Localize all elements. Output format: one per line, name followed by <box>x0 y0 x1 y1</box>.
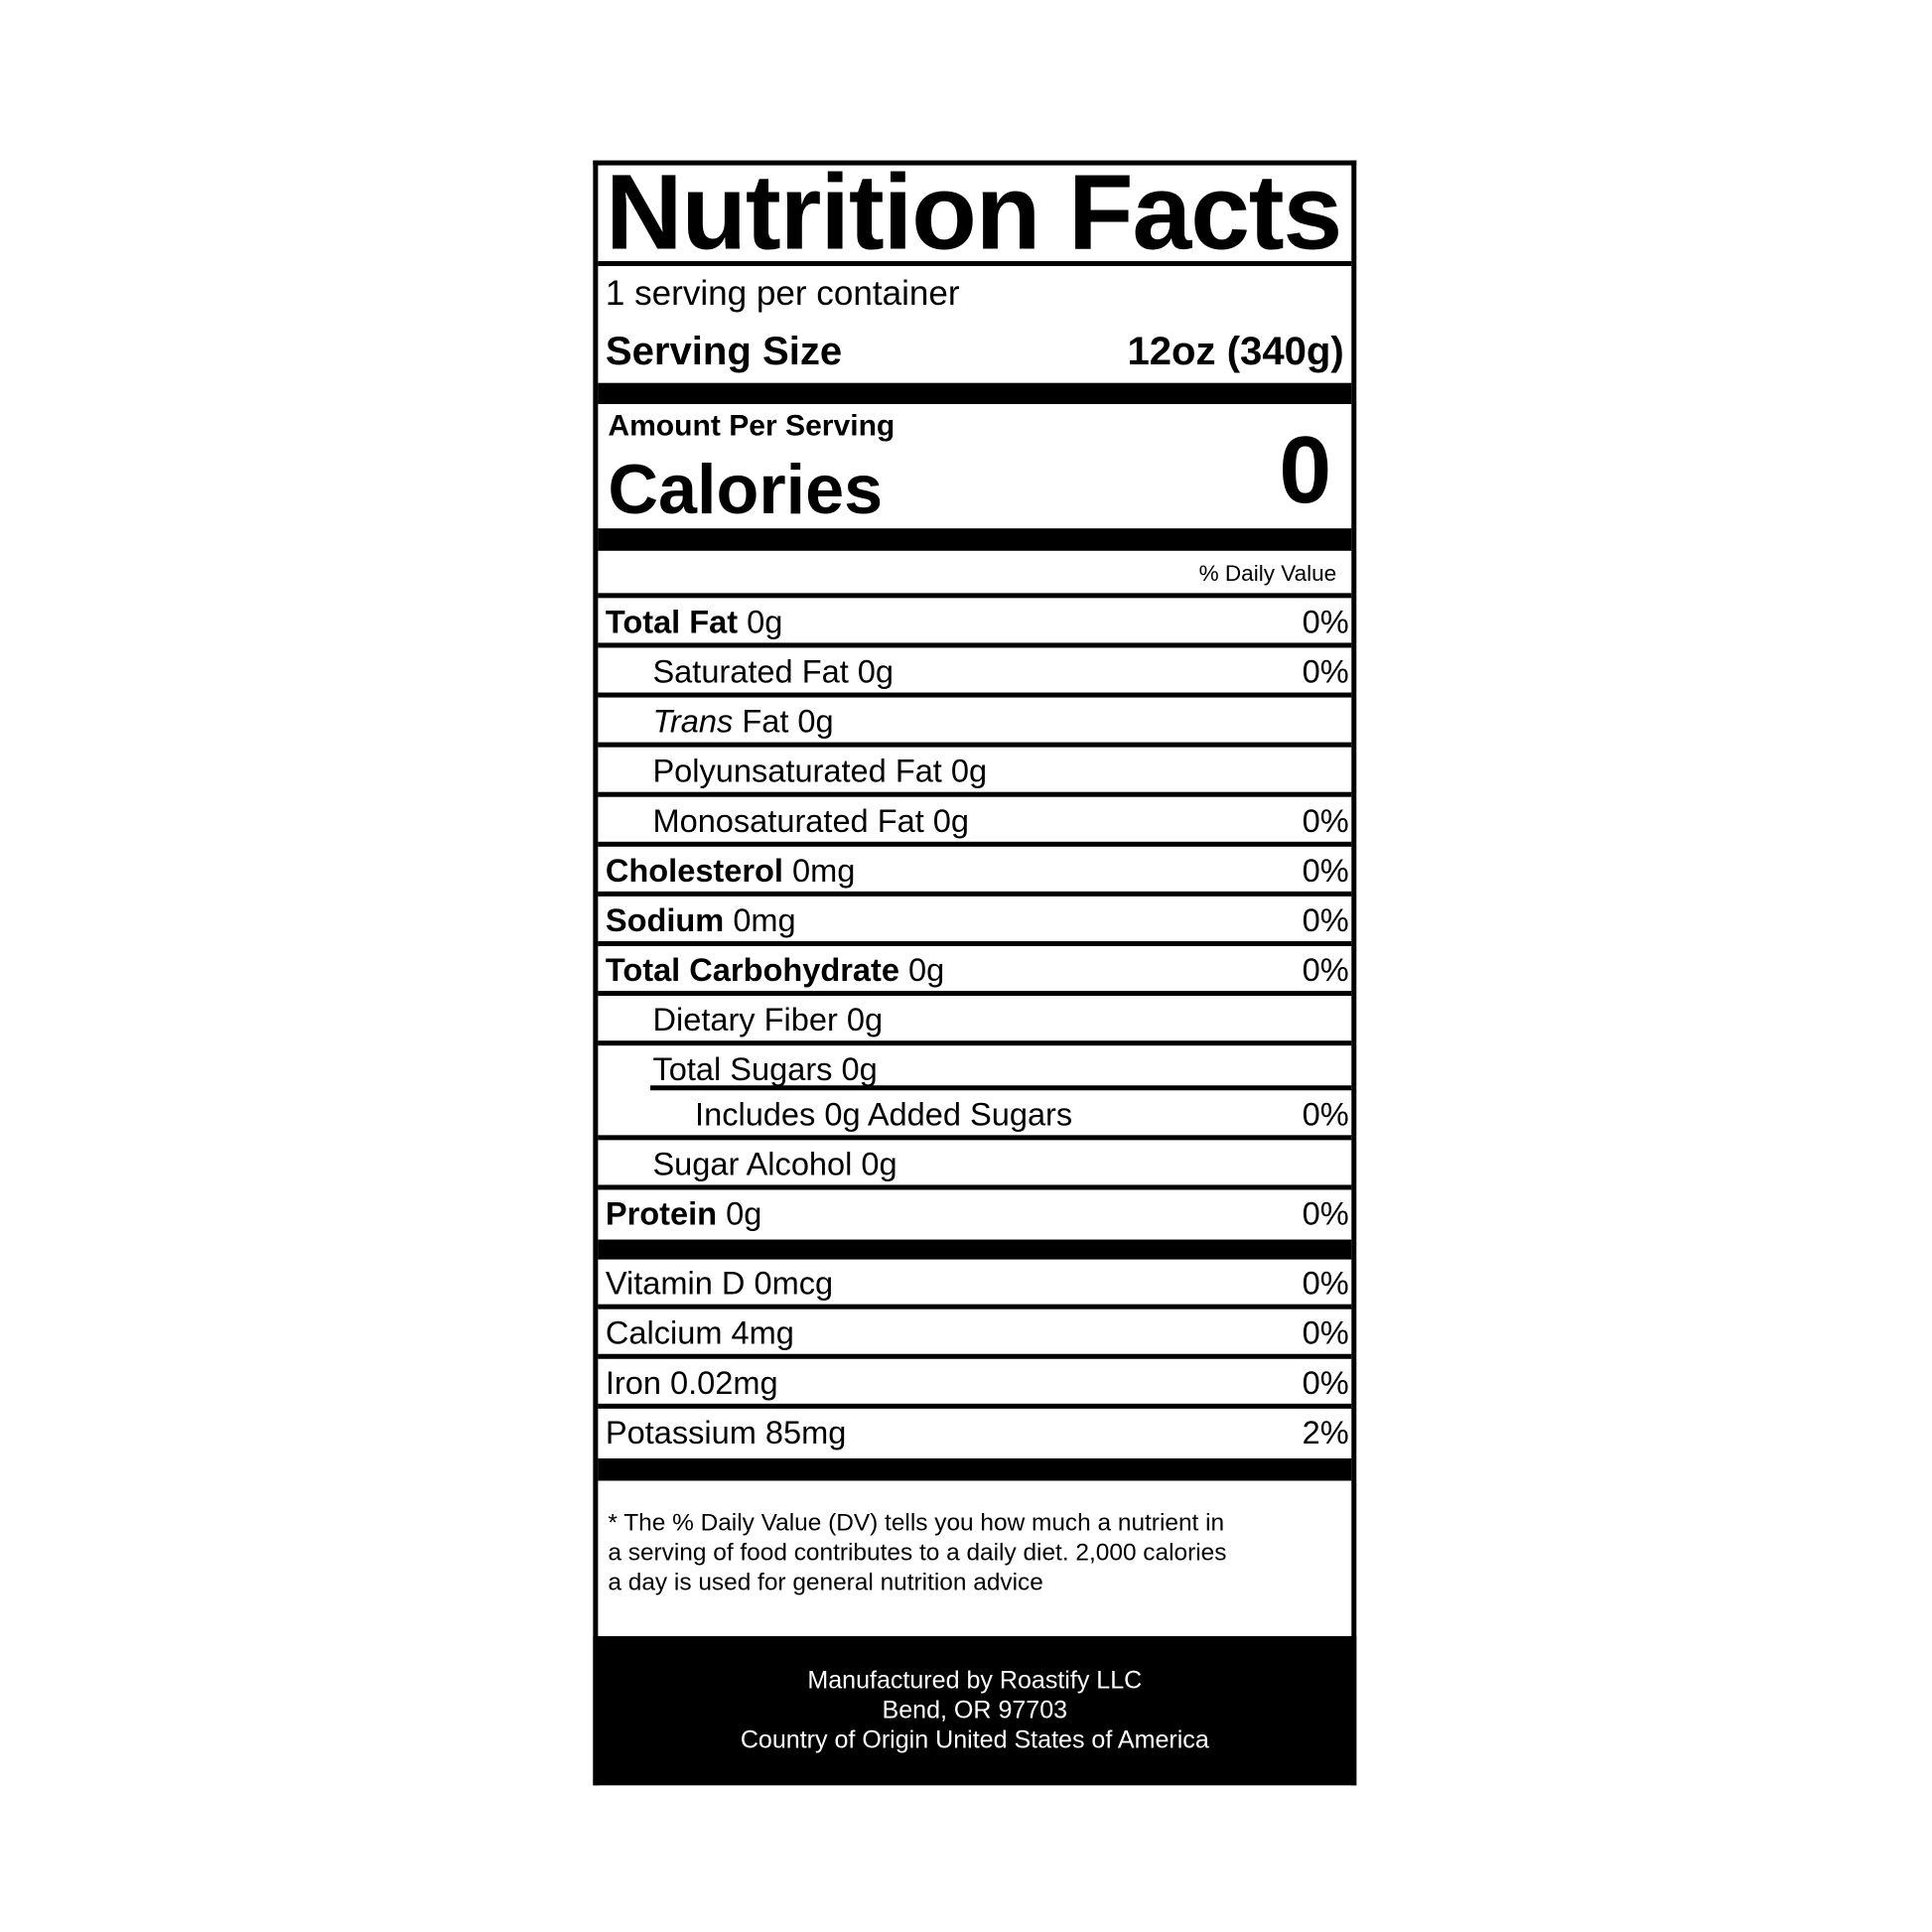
nutrient-row: Cholesterol 0mg 0% <box>598 841 1352 895</box>
calories-section: Amount Per Serving Calories 0 <box>598 404 1351 528</box>
nutrient-row: Protein 0g 0% <box>598 1184 1352 1237</box>
amount-per-serving: Amount Per Serving <box>608 409 896 443</box>
nutrient-row: Monosaturated Fat 0g 0% <box>598 791 1352 845</box>
nutrient-name: Cholesterol 0mg <box>606 847 856 895</box>
country-of-origin: Country of Origin United States of Ameri… <box>740 1726 1209 1754</box>
nutrient-name: Includes 0g Added Sugars <box>695 1090 1072 1138</box>
nutrient-row: Includes 0g Added Sugars 0% <box>598 1085 1352 1138</box>
nutrient-name: Dietary Fiber 0g <box>652 996 883 1043</box>
nutrient-row: Trans Fat 0g <box>598 692 1352 746</box>
nutrient-label: Dietary Fiber 0g <box>652 1001 884 1038</box>
serving-size-value: 12oz (340g) <box>1127 328 1344 373</box>
nutrient-label: Total Carbohydrate <box>605 951 899 989</box>
serving-info: 1 serving per container Serving Size 12o… <box>598 266 1351 383</box>
nutrient-label: Monosaturated Fat 0g <box>652 801 970 840</box>
manufacturer-info: Manufactured by Roastify LLC Bend, OR 97… <box>593 1636 1357 1786</box>
nutrient-name: Monosaturated Fat 0g <box>652 797 969 845</box>
daily-value-percent: 0% <box>1302 1194 1349 1233</box>
manufacturer-line: Manufactured by Roastify LLC <box>807 1667 1143 1695</box>
vitamin-row: Calcium 4mg 0% <box>598 1304 1352 1354</box>
daily-value-percent: 0% <box>1302 900 1349 939</box>
nutrient-row: Total Sugars 0g <box>598 1040 1352 1093</box>
calories-value: 0 <box>1279 417 1332 524</box>
footnote: * The % Daily Value (DV) tells you how m… <box>598 1480 1351 1617</box>
serving-size-label: Serving Size <box>605 328 843 373</box>
nutrient-label: Total Sugars 0g <box>652 1050 878 1088</box>
daily-value-percent: 2% <box>1302 1413 1349 1451</box>
nutrient-name: Protein 0g <box>606 1189 761 1237</box>
footnote-line: a day is used for general nutrition advi… <box>608 1569 1043 1596</box>
vitamin-list: Vitamin D 0mcg 0% Calcium 4mg 0% Iron 0.02mg… <box>598 1260 1352 1453</box>
calories-label: Calories <box>608 450 884 529</box>
daily-value-percent: 0% <box>1302 1363 1349 1402</box>
nutrient-label: Protein <box>605 1194 718 1233</box>
footnote-line: a serving of food contributes to a daily… <box>608 1539 1227 1567</box>
nutrient-row: Polyunsaturated Fat 0g <box>598 742 1352 795</box>
nutrient-amount: 0g <box>726 1194 762 1233</box>
vitamin-name: Calcium 4mg <box>605 1313 794 1352</box>
manufacturer-address: Bend, OR 97703 <box>882 1697 1068 1725</box>
nutrient-row: Dietary Fiber 0g <box>598 991 1352 1043</box>
nutrient-name: Polyunsaturated Fat 0g <box>652 748 987 795</box>
nutrient-name-italic: Trans <box>652 702 734 741</box>
nutrition-facts-label: Nutrition Facts 1 serving per container … <box>593 159 1357 1786</box>
daily-value-percent: 0% <box>1302 652 1349 691</box>
thick-divider <box>598 528 1352 551</box>
daily-value-header: % Daily Value <box>1198 560 1337 586</box>
nutrient-name: Sugar Alcohol 0g <box>652 1140 897 1187</box>
nutrient-list: Total Fat 0g 0% Saturated Fat 0g 0% Trans Fa… <box>598 593 1352 1237</box>
nutrient-label: Polyunsaturated Fat 0g <box>652 752 988 790</box>
daily-value-percent: 0% <box>1302 851 1349 890</box>
daily-value-percent: 0% <box>1302 951 1349 989</box>
nutrient-amount: 0g <box>747 603 783 640</box>
nutrient-label: Includes 0g Added Sugars <box>695 1095 1073 1133</box>
servings-per-container: 1 serving per container <box>605 273 960 313</box>
daily-value-percent: 0% <box>1302 603 1349 640</box>
daily-value-percent: 0% <box>1302 1095 1349 1133</box>
nutrient-amount: 0g <box>908 951 945 989</box>
daily-value-percent: 0% <box>1302 1313 1349 1352</box>
nutrient-name: Trans Fat 0g <box>652 698 833 746</box>
daily-value-percent: 0% <box>1302 1264 1349 1303</box>
nutrient-label: Cholesterol <box>605 851 783 890</box>
footnote-line: * The % Daily Value (DV) tells you how m… <box>608 1509 1225 1537</box>
nutrient-label: Saturated Fat 0g <box>652 652 895 691</box>
nutrient-name: Saturated Fat 0g <box>652 647 894 695</box>
nutrient-row: Sugar Alcohol 0g <box>598 1135 1352 1187</box>
vitamin-row: Iron 0.02mg 0% <box>598 1353 1352 1404</box>
nutrient-row: Total Fat 0g 0% <box>598 593 1352 645</box>
nutrient-label: Fat 0g <box>733 702 834 741</box>
nutrient-row: Sodium 0mg 0% <box>598 891 1352 944</box>
nutrient-name: Sodium 0mg <box>606 897 796 944</box>
nutrient-label: Total Fat <box>605 603 739 640</box>
nutrient-name: Total Sugars 0g <box>652 1045 877 1093</box>
nutrient-amount: 0mg <box>733 900 796 939</box>
nutrient-amount: 0mg <box>792 851 856 890</box>
thick-divider <box>598 382 1352 404</box>
label-title: Nutrition Facts <box>598 159 1352 266</box>
vitamin-row: Vitamin D 0mcg 0% <box>598 1260 1351 1305</box>
nutrient-label: Sodium <box>605 900 725 939</box>
vitamin-row: Potassium 85mg 2% <box>598 1403 1352 1453</box>
nutrient-row: Total Carbohydrate 0g 0% <box>598 940 1352 994</box>
nutrient-label: Sugar Alcohol 0g <box>652 1145 897 1182</box>
nutrient-name: Total Fat 0g <box>606 598 783 645</box>
daily-value-percent: 0% <box>1302 801 1349 840</box>
vitamin-name: Potassium 85mg <box>605 1413 847 1451</box>
thick-divider <box>598 1457 1352 1481</box>
nutrient-row: Saturated Fat 0g 0% <box>598 642 1352 695</box>
nutrient-name: Total Carbohydrate 0g <box>606 946 944 994</box>
thick-divider <box>598 1239 1352 1260</box>
vitamin-name: Iron 0.02mg <box>605 1363 778 1402</box>
vitamin-name: Vitamin D 0mcg <box>605 1264 834 1303</box>
